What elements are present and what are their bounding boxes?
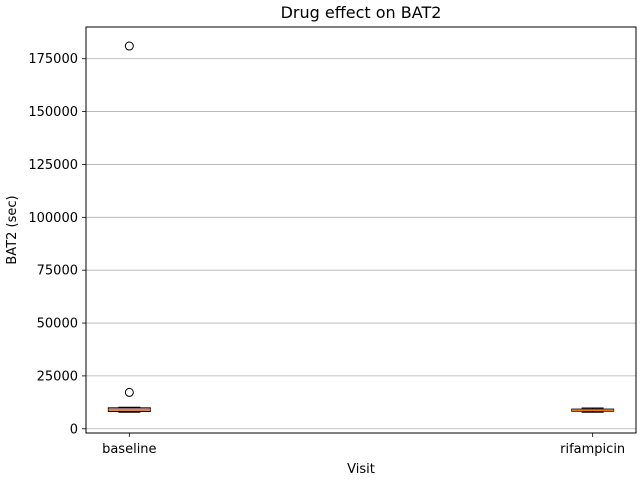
x-axis: baseline rifampicin	[102, 433, 625, 457]
y-tick-label: 175000	[28, 52, 78, 67]
y-tick-label: 125000	[28, 158, 78, 173]
y-tick-label: 25000	[37, 369, 78, 384]
x-tick-label: baseline	[102, 442, 156, 457]
y-tick-label: 75000	[37, 264, 78, 279]
x-tick-label: rifampicin	[560, 442, 625, 457]
box-baseline	[107, 41, 151, 413]
y-tick-label: 150000	[28, 105, 78, 120]
plot-frame	[85, 26, 637, 434]
x-axis-label: Visit	[347, 462, 375, 477]
box-rifampicin	[571, 407, 615, 413]
outlier-point	[124, 387, 134, 397]
chart-title: Drug effect on BAT2	[281, 3, 442, 22]
outlier-point	[124, 41, 134, 51]
y-axis: 0 25000 50000 75000 100000 125000 150000 175000	[28, 52, 86, 437]
y-tick-label: 0	[70, 422, 78, 437]
y-tick-label: 50000	[37, 317, 78, 332]
grid-lines	[86, 58, 636, 430]
y-tick-label: 100000	[28, 211, 78, 226]
box-series	[107, 41, 615, 413]
y-axis-label: BAT2 (sec)	[5, 195, 20, 264]
